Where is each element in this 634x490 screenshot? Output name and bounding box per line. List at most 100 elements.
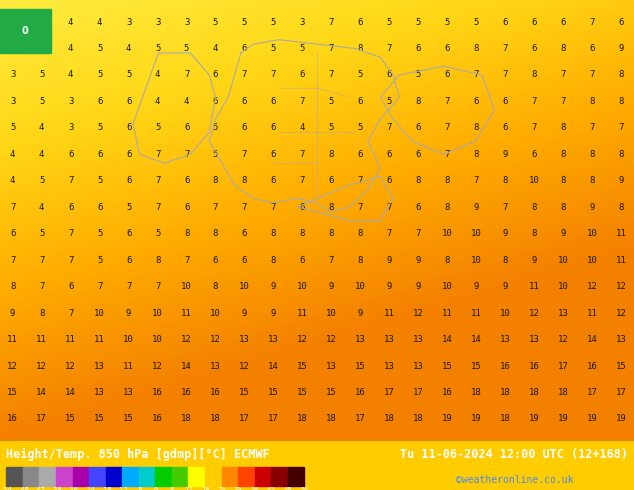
- Text: 6: 6: [619, 18, 624, 26]
- Text: -54: -54: [0, 487, 13, 490]
- Text: 10: 10: [442, 229, 453, 238]
- Text: 7: 7: [532, 123, 537, 132]
- Text: 7: 7: [213, 203, 218, 212]
- Text: 12: 12: [587, 282, 598, 291]
- Text: 12: 12: [558, 335, 569, 344]
- Text: 9: 9: [358, 309, 363, 318]
- Text: 12: 12: [413, 309, 424, 318]
- Text: 8: 8: [503, 176, 508, 185]
- Text: 7: 7: [271, 203, 276, 212]
- Text: 9: 9: [271, 309, 276, 318]
- Text: 7: 7: [444, 150, 450, 159]
- Text: 10: 10: [239, 282, 250, 291]
- Text: 7: 7: [590, 71, 595, 79]
- Text: 14: 14: [181, 362, 192, 370]
- Text: 18: 18: [529, 388, 540, 397]
- Text: 10: 10: [471, 256, 482, 265]
- Text: 7: 7: [358, 176, 363, 185]
- Text: 5: 5: [213, 18, 218, 26]
- Text: 9: 9: [619, 44, 624, 53]
- Bar: [155, 467, 172, 486]
- Text: 15: 15: [442, 362, 453, 370]
- Text: 9: 9: [503, 282, 508, 291]
- Text: 17: 17: [558, 362, 569, 370]
- Text: 6: 6: [184, 176, 190, 185]
- Text: 7: 7: [532, 97, 537, 106]
- Text: 10: 10: [471, 229, 482, 238]
- Text: 6: 6: [300, 203, 305, 212]
- Text: 17: 17: [587, 388, 598, 397]
- Text: 18: 18: [181, 415, 192, 423]
- Text: 18: 18: [297, 415, 308, 423]
- Text: 6: 6: [126, 123, 131, 132]
- Text: 42: 42: [267, 487, 275, 490]
- Text: 7: 7: [39, 282, 44, 291]
- Text: 13: 13: [326, 362, 337, 370]
- Text: 7: 7: [39, 256, 44, 265]
- Text: 5: 5: [97, 123, 102, 132]
- Text: 6: 6: [97, 97, 102, 106]
- Text: 16: 16: [355, 388, 366, 397]
- Text: 5: 5: [39, 71, 44, 79]
- Text: 5: 5: [213, 123, 218, 132]
- Text: 18: 18: [326, 415, 337, 423]
- Text: 8: 8: [590, 176, 595, 185]
- Bar: [106, 467, 122, 486]
- Text: 5: 5: [39, 176, 44, 185]
- Text: 16: 16: [529, 362, 540, 370]
- Text: 5: 5: [329, 123, 334, 132]
- Text: 6: 6: [126, 150, 131, 159]
- Text: 12: 12: [8, 362, 18, 370]
- Text: 3: 3: [68, 97, 74, 106]
- Text: 6: 6: [126, 97, 131, 106]
- Text: 8: 8: [184, 229, 190, 238]
- Text: 18: 18: [558, 388, 569, 397]
- Text: 4: 4: [68, 71, 74, 79]
- Text: 7: 7: [503, 44, 508, 53]
- Bar: [271, 467, 288, 486]
- Text: 5: 5: [39, 97, 44, 106]
- Text: 7: 7: [184, 256, 190, 265]
- Text: 6: 6: [97, 203, 102, 212]
- Text: 9: 9: [560, 229, 566, 238]
- Text: 0: 0: [22, 26, 29, 36]
- Text: 13: 13: [616, 335, 626, 344]
- Text: 5: 5: [97, 71, 102, 79]
- Bar: [56, 467, 72, 486]
- Text: 5: 5: [271, 18, 276, 26]
- Text: 7: 7: [68, 309, 74, 318]
- Text: 5: 5: [155, 44, 160, 53]
- Text: 19: 19: [587, 415, 598, 423]
- Bar: [255, 467, 271, 486]
- Text: 30: 30: [234, 487, 242, 490]
- Text: 6: 6: [416, 150, 421, 159]
- Text: 13: 13: [413, 362, 424, 370]
- Text: 6: 6: [184, 203, 190, 212]
- Text: 14: 14: [268, 362, 279, 370]
- Text: 7: 7: [68, 256, 74, 265]
- Text: 6: 6: [213, 97, 218, 106]
- Text: 6: 6: [532, 44, 537, 53]
- Text: 8: 8: [560, 123, 566, 132]
- Text: 8: 8: [213, 282, 218, 291]
- Text: 15: 15: [239, 388, 250, 397]
- Text: 6: 6: [213, 256, 218, 265]
- Text: 14: 14: [587, 335, 598, 344]
- Text: 7: 7: [329, 44, 334, 53]
- Bar: [205, 467, 221, 486]
- Text: 16: 16: [500, 362, 511, 370]
- Text: 6: 6: [97, 150, 102, 159]
- Text: Tu 11-06-2024 12:00 UTC (12+168): Tu 11-06-2024 12:00 UTC (12+168): [399, 448, 628, 462]
- Text: 9: 9: [503, 150, 508, 159]
- Text: 8: 8: [329, 150, 334, 159]
- Text: 5: 5: [155, 229, 160, 238]
- Text: 7: 7: [97, 282, 102, 291]
- Text: 4: 4: [213, 44, 218, 53]
- Text: 9: 9: [532, 256, 537, 265]
- Text: 13: 13: [94, 362, 105, 370]
- Text: 6: 6: [271, 150, 276, 159]
- Text: 16: 16: [442, 388, 453, 397]
- Text: 6: 6: [329, 176, 334, 185]
- Text: 13: 13: [94, 388, 105, 397]
- Text: 15: 15: [355, 362, 366, 370]
